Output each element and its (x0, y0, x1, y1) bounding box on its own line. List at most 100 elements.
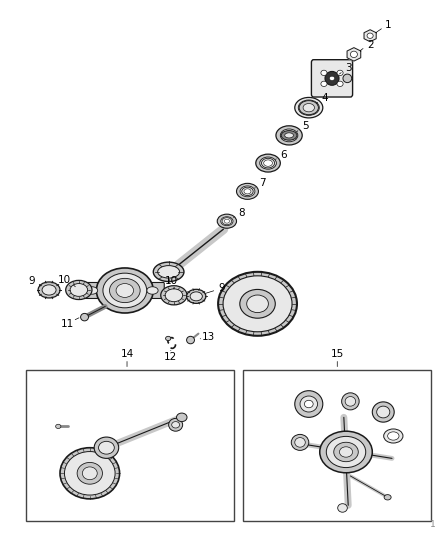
Ellipse shape (303, 103, 314, 112)
Text: 4: 4 (321, 93, 328, 103)
Ellipse shape (38, 282, 60, 298)
Text: 8: 8 (238, 208, 245, 217)
Ellipse shape (177, 413, 187, 422)
Ellipse shape (260, 157, 276, 169)
Ellipse shape (326, 437, 366, 467)
Ellipse shape (116, 284, 134, 297)
Ellipse shape (223, 276, 292, 332)
Ellipse shape (299, 101, 318, 115)
Ellipse shape (339, 447, 353, 457)
Ellipse shape (218, 272, 297, 336)
Polygon shape (364, 30, 376, 42)
Ellipse shape (345, 397, 356, 406)
Text: 10: 10 (58, 276, 71, 285)
Ellipse shape (377, 406, 390, 418)
Text: 12: 12 (164, 352, 177, 362)
Ellipse shape (285, 133, 293, 138)
Ellipse shape (304, 400, 313, 408)
Text: 5: 5 (302, 122, 309, 131)
Ellipse shape (165, 289, 183, 302)
Ellipse shape (172, 422, 180, 428)
Ellipse shape (42, 285, 56, 295)
Ellipse shape (338, 504, 347, 512)
Ellipse shape (94, 437, 119, 458)
Ellipse shape (237, 183, 258, 199)
Ellipse shape (320, 431, 372, 473)
Ellipse shape (321, 81, 327, 86)
Ellipse shape (298, 100, 319, 115)
Ellipse shape (56, 424, 61, 429)
Ellipse shape (325, 71, 339, 85)
Ellipse shape (242, 187, 253, 196)
Ellipse shape (295, 438, 305, 447)
Ellipse shape (388, 432, 399, 440)
Ellipse shape (350, 51, 357, 58)
Ellipse shape (334, 442, 358, 462)
Ellipse shape (187, 336, 194, 344)
Text: 15: 15 (331, 350, 344, 359)
Ellipse shape (96, 268, 153, 313)
Ellipse shape (240, 186, 255, 197)
Text: 2: 2 (367, 41, 374, 50)
Ellipse shape (70, 284, 88, 296)
Ellipse shape (222, 217, 232, 225)
Ellipse shape (384, 495, 391, 500)
Text: 6: 6 (280, 150, 287, 159)
Ellipse shape (342, 393, 359, 410)
Text: 3: 3 (345, 63, 352, 73)
Bar (26, 370, 234, 521)
Ellipse shape (247, 295, 268, 312)
Ellipse shape (384, 429, 403, 443)
Ellipse shape (295, 391, 323, 417)
Ellipse shape (158, 265, 180, 278)
Ellipse shape (64, 451, 115, 495)
Text: 1: 1 (385, 20, 392, 30)
Ellipse shape (82, 467, 97, 480)
Ellipse shape (153, 262, 184, 281)
FancyBboxPatch shape (145, 282, 164, 298)
Ellipse shape (337, 70, 343, 76)
Ellipse shape (261, 158, 275, 168)
Ellipse shape (367, 33, 373, 38)
Ellipse shape (161, 286, 187, 305)
Ellipse shape (77, 463, 102, 484)
Ellipse shape (337, 81, 343, 86)
Ellipse shape (281, 131, 297, 140)
Ellipse shape (81, 313, 88, 321)
Ellipse shape (372, 402, 394, 422)
Ellipse shape (224, 219, 230, 223)
Bar (243, 370, 431, 521)
Ellipse shape (343, 74, 352, 83)
Polygon shape (347, 47, 361, 61)
Text: 13: 13 (202, 332, 215, 342)
Ellipse shape (66, 280, 92, 300)
Ellipse shape (329, 76, 335, 80)
Ellipse shape (300, 396, 318, 412)
FancyBboxPatch shape (85, 282, 104, 298)
Ellipse shape (147, 287, 158, 294)
Text: 7: 7 (259, 179, 266, 188)
Ellipse shape (291, 434, 309, 450)
Ellipse shape (190, 292, 202, 301)
Ellipse shape (110, 278, 140, 303)
Ellipse shape (187, 289, 206, 303)
Ellipse shape (217, 214, 237, 228)
Ellipse shape (169, 418, 183, 431)
Ellipse shape (276, 126, 302, 145)
Ellipse shape (280, 129, 298, 142)
Ellipse shape (60, 448, 120, 499)
Ellipse shape (264, 160, 272, 166)
Ellipse shape (99, 441, 114, 454)
Ellipse shape (166, 336, 171, 341)
Ellipse shape (321, 70, 327, 76)
Ellipse shape (240, 289, 275, 318)
Text: 10: 10 (165, 277, 178, 286)
Ellipse shape (221, 217, 233, 225)
Ellipse shape (86, 287, 98, 294)
Ellipse shape (103, 273, 147, 308)
Text: 14: 14 (120, 350, 134, 359)
Text: 9: 9 (28, 277, 35, 286)
FancyBboxPatch shape (311, 60, 353, 97)
Text: 1: 1 (430, 520, 436, 529)
Ellipse shape (256, 154, 280, 172)
